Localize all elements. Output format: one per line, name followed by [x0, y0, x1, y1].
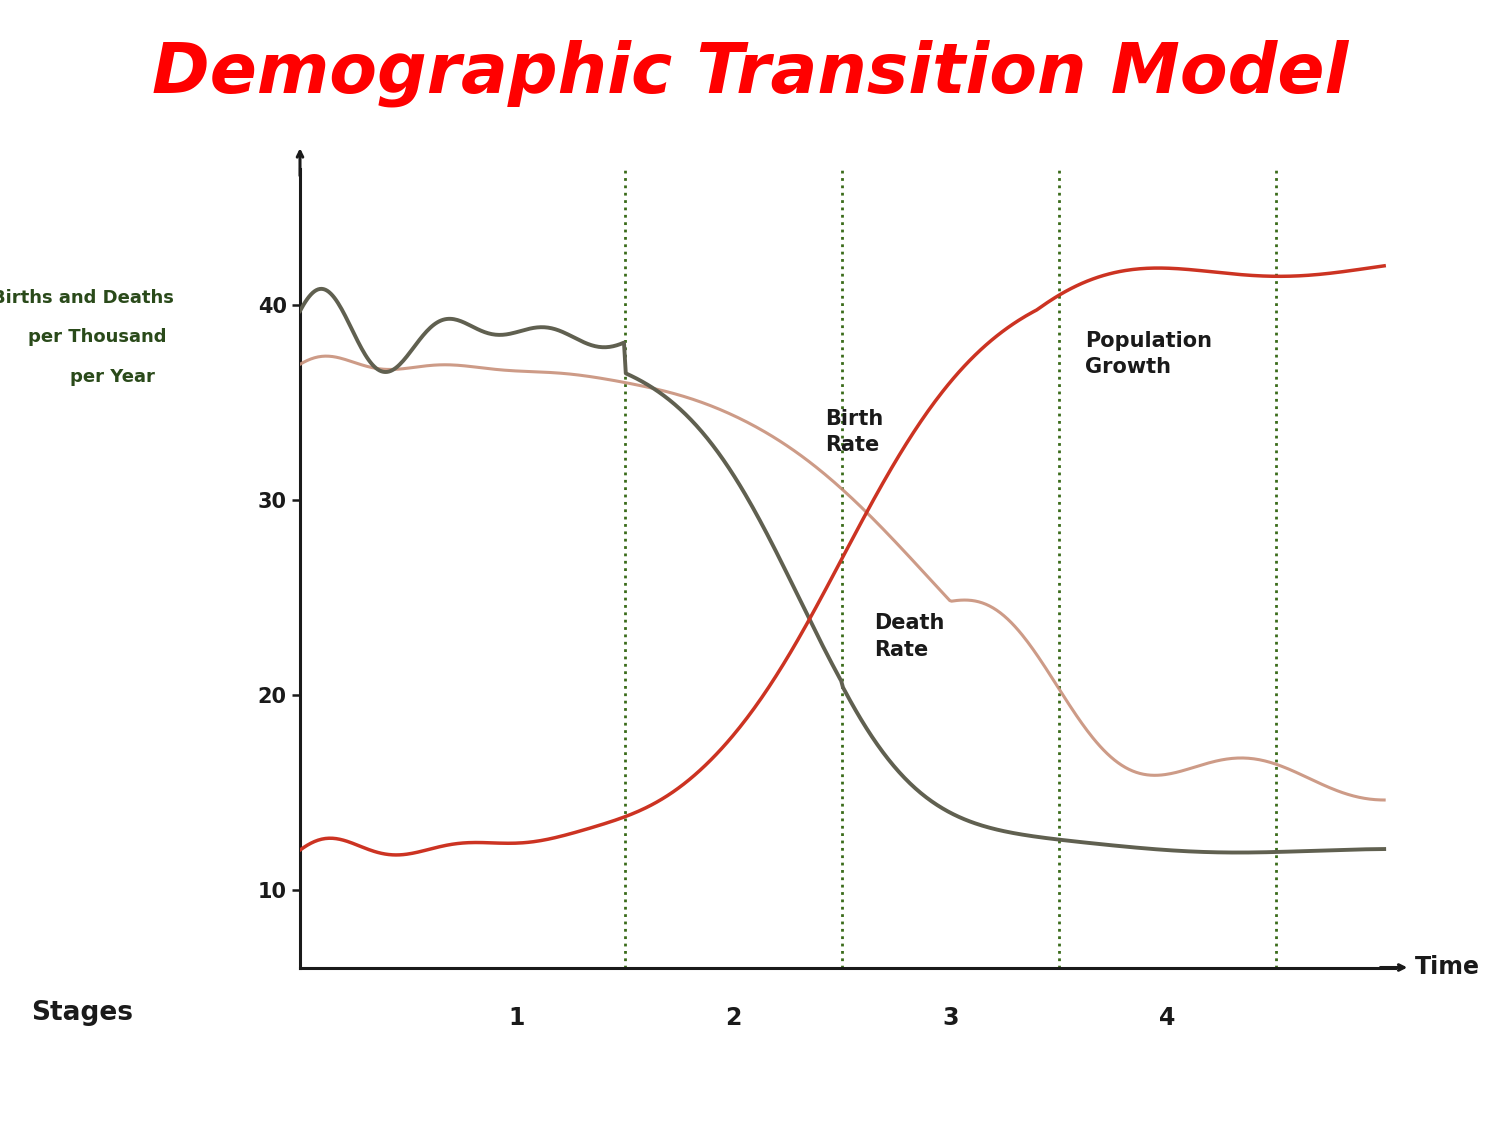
Text: 4: 4	[1160, 1007, 1176, 1030]
Text: Stages: Stages	[32, 999, 134, 1026]
Text: per Thousand: per Thousand	[28, 328, 166, 346]
Text: per Year: per Year	[70, 368, 154, 386]
Text: Population
Growth: Population Growth	[1084, 331, 1212, 377]
Text: 2: 2	[726, 1007, 742, 1030]
Text: Death
Rate: Death Rate	[874, 613, 945, 659]
Text: Births and Deaths: Births and Deaths	[0, 289, 174, 307]
Text: 3: 3	[942, 1007, 958, 1030]
Text: 1: 1	[509, 1007, 525, 1030]
Text: Time: Time	[1414, 955, 1479, 980]
Text: Birth
Rate: Birth Rate	[825, 408, 884, 455]
Text: Demographic Transition Model: Demographic Transition Model	[152, 39, 1348, 107]
